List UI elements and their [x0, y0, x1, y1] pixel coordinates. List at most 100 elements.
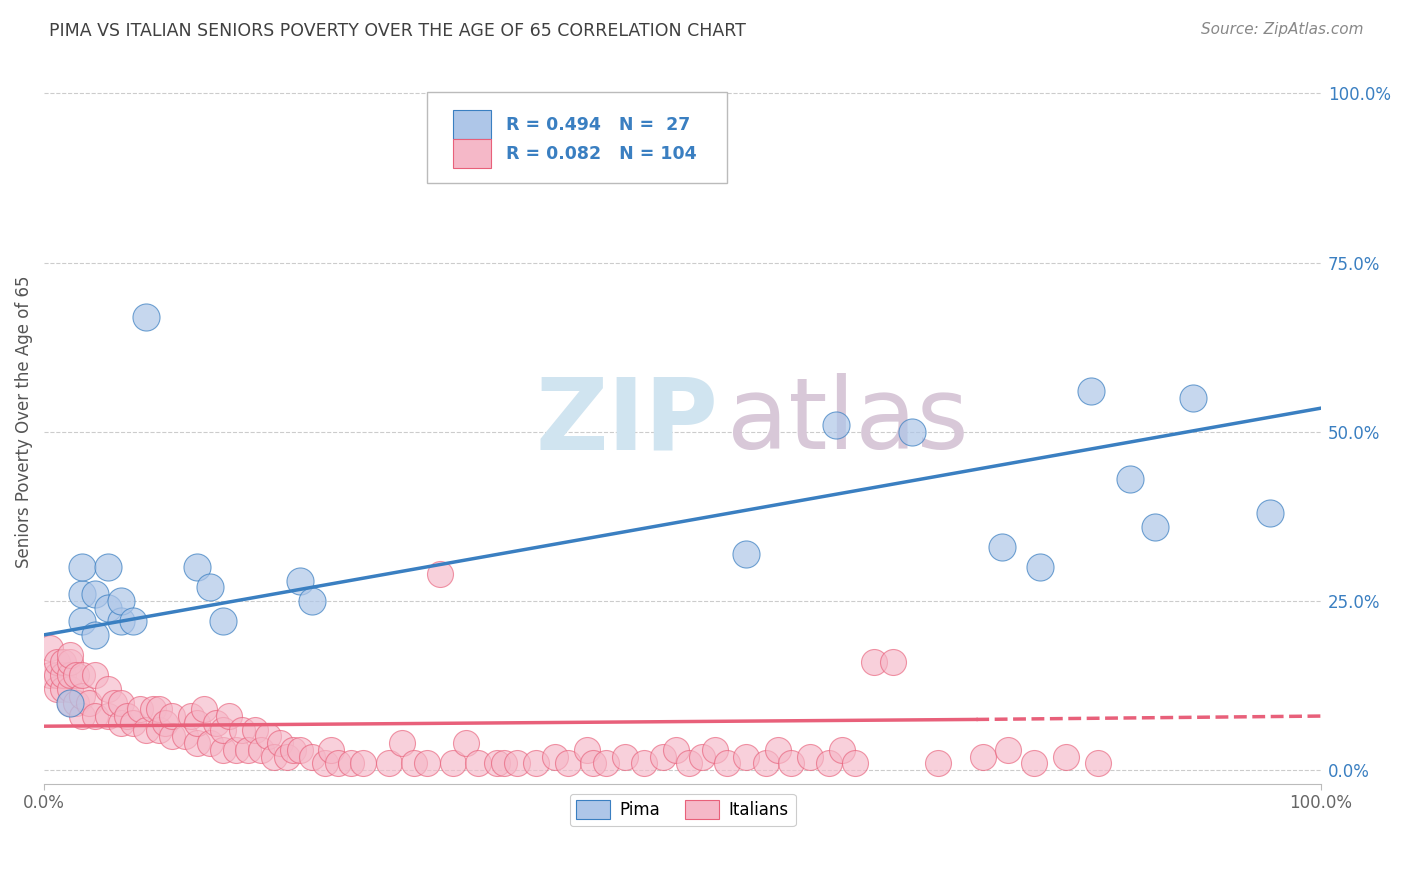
- Point: [45, 681, 67, 696]
- Point: [110, 696, 132, 710]
- Point: [1080, 384, 1102, 399]
- Point: [831, 743, 853, 757]
- Point: [103, 696, 125, 710]
- Point: [45, 655, 67, 669]
- Point: [65, 696, 87, 710]
- Point: [768, 743, 790, 757]
- Point: [72, 615, 94, 629]
- Point: [39, 668, 62, 682]
- Point: [148, 702, 170, 716]
- Point: [198, 736, 221, 750]
- Point: [72, 560, 94, 574]
- Point: [614, 749, 637, 764]
- Point: [301, 749, 323, 764]
- Point: [180, 709, 202, 723]
- Point: [186, 736, 208, 750]
- Point: [97, 560, 120, 574]
- FancyBboxPatch shape: [453, 139, 491, 169]
- Point: [110, 615, 132, 629]
- FancyBboxPatch shape: [427, 92, 727, 183]
- Point: [72, 587, 94, 601]
- Point: [429, 566, 451, 581]
- Point: [391, 736, 413, 750]
- Point: [1087, 756, 1109, 771]
- Point: [1118, 472, 1140, 486]
- Point: [186, 560, 208, 574]
- Point: [148, 723, 170, 737]
- Point: [735, 749, 758, 764]
- Point: [844, 756, 866, 771]
- Point: [250, 743, 273, 757]
- Text: R = 0.494   N =  27: R = 0.494 N = 27: [506, 116, 690, 134]
- Point: [703, 743, 725, 757]
- Point: [1258, 506, 1281, 520]
- Point: [863, 655, 886, 669]
- Point: [1182, 391, 1205, 405]
- Point: [991, 540, 1014, 554]
- Point: [780, 756, 803, 771]
- Point: [212, 615, 235, 629]
- Point: [205, 715, 228, 730]
- Point: [142, 702, 165, 716]
- Point: [281, 743, 304, 757]
- Point: [160, 730, 183, 744]
- Point: [212, 723, 235, 737]
- Point: [735, 547, 758, 561]
- Point: [505, 756, 527, 771]
- Point: [321, 743, 343, 757]
- Point: [378, 756, 401, 771]
- Point: [716, 756, 738, 771]
- Point: [524, 756, 547, 771]
- Point: [52, 681, 75, 696]
- Point: [901, 425, 924, 439]
- Point: [352, 756, 374, 771]
- Point: [441, 756, 464, 771]
- Point: [582, 756, 605, 771]
- Point: [84, 709, 107, 723]
- Point: [52, 655, 75, 669]
- Text: PIMA VS ITALIAN SENIORS POVERTY OVER THE AGE OF 65 CORRELATION CHART: PIMA VS ITALIAN SENIORS POVERTY OVER THE…: [49, 22, 747, 40]
- Point: [218, 709, 240, 723]
- Point: [544, 749, 567, 764]
- Point: [1022, 756, 1045, 771]
- Point: [122, 615, 145, 629]
- Point: [1054, 749, 1077, 764]
- Point: [276, 749, 298, 764]
- Point: [212, 743, 235, 757]
- Point: [404, 756, 426, 771]
- Point: [84, 668, 107, 682]
- Point: [115, 709, 138, 723]
- Point: [1144, 519, 1167, 533]
- Point: [160, 709, 183, 723]
- Point: [97, 600, 120, 615]
- Point: [84, 587, 107, 601]
- Point: [45, 668, 67, 682]
- Point: [269, 736, 291, 750]
- Point: [59, 696, 82, 710]
- Point: [454, 736, 477, 750]
- Point: [595, 756, 617, 771]
- Point: [77, 696, 100, 710]
- Point: [755, 756, 778, 771]
- Point: [997, 743, 1019, 757]
- Point: [882, 655, 904, 669]
- Text: R = 0.082   N = 104: R = 0.082 N = 104: [506, 145, 697, 162]
- Point: [122, 715, 145, 730]
- Text: Source: ZipAtlas.com: Source: ZipAtlas.com: [1201, 22, 1364, 37]
- Point: [97, 709, 120, 723]
- Point: [633, 756, 655, 771]
- Point: [288, 743, 311, 757]
- Point: [824, 418, 846, 433]
- Point: [84, 628, 107, 642]
- Point: [59, 696, 82, 710]
- Point: [135, 723, 157, 737]
- Point: [314, 756, 336, 771]
- Point: [678, 756, 700, 771]
- Point: [72, 689, 94, 703]
- Point: [238, 743, 260, 757]
- Point: [128, 702, 150, 716]
- Point: [652, 749, 675, 764]
- Point: [818, 756, 841, 771]
- Point: [135, 310, 157, 324]
- Point: [186, 715, 208, 730]
